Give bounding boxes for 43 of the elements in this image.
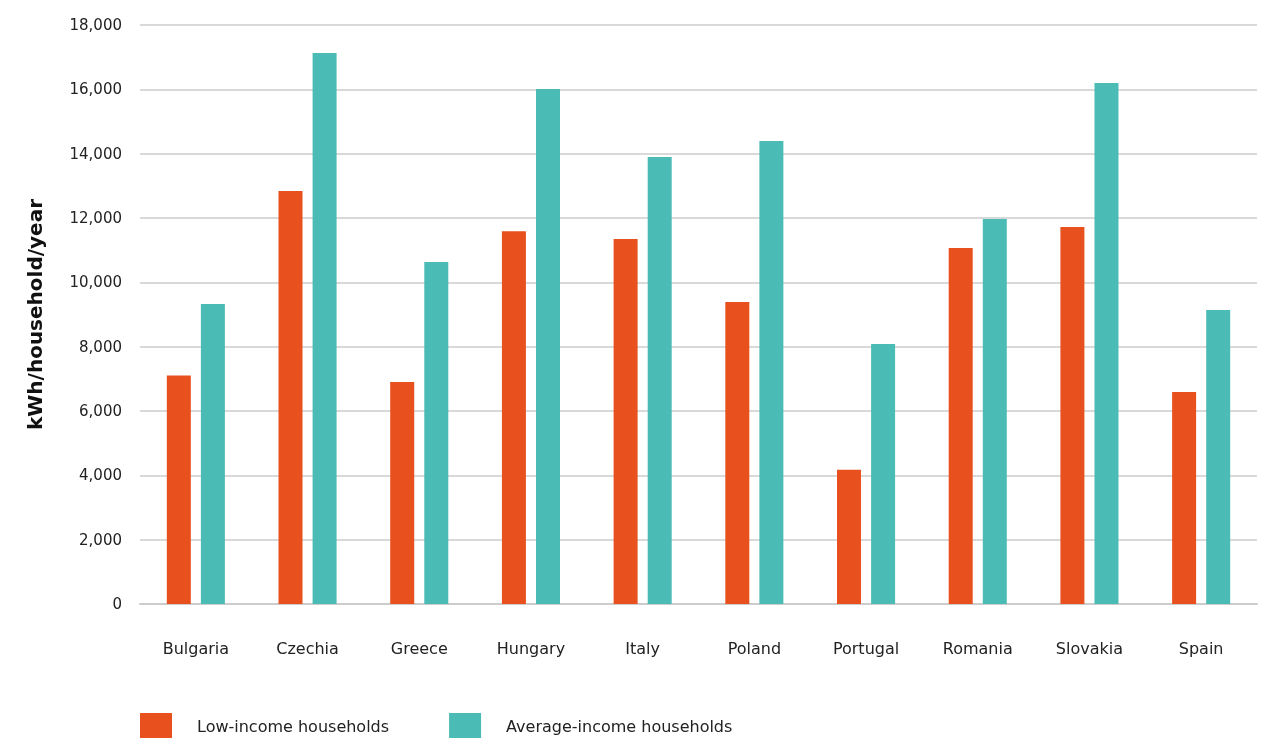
y-axis-title: kWh/household/year bbox=[23, 198, 47, 431]
bar bbox=[1172, 392, 1197, 604]
x-tick-label: Czechia bbox=[276, 638, 339, 658]
legend-label: Low-income households bbox=[197, 716, 390, 736]
bar bbox=[200, 303, 225, 604]
legend-label: Average-income households bbox=[506, 716, 733, 736]
bar bbox=[312, 52, 337, 604]
y-tick-label: 8,000 bbox=[79, 337, 122, 356]
y-tick-label: 10,000 bbox=[69, 273, 122, 292]
bar bbox=[1094, 82, 1119, 604]
y-tick-label: 16,000 bbox=[69, 80, 122, 99]
x-tick-label: Poland bbox=[727, 638, 782, 658]
bar bbox=[1060, 227, 1085, 604]
y-tick-label: 0 bbox=[112, 595, 122, 613]
x-tick-label: Slovakia bbox=[1055, 638, 1124, 658]
bar bbox=[535, 89, 560, 604]
bar bbox=[501, 231, 526, 604]
bar bbox=[1206, 310, 1231, 604]
bar bbox=[725, 301, 750, 604]
bar bbox=[278, 190, 303, 604]
x-tick-label: Bulgaria bbox=[162, 638, 230, 658]
bar bbox=[759, 141, 784, 604]
bar bbox=[424, 262, 449, 604]
y-tick-label: 14,000 bbox=[69, 144, 122, 163]
bar bbox=[390, 382, 415, 604]
y-tick-label: 12,000 bbox=[69, 209, 122, 227]
bar bbox=[871, 344, 896, 604]
x-tick-label: Greece bbox=[390, 638, 448, 658]
y-tick-label: 4,000 bbox=[79, 466, 122, 485]
bar bbox=[948, 247, 973, 604]
bar bbox=[982, 218, 1007, 604]
x-tick-label: Spain bbox=[1178, 638, 1224, 658]
x-tick-label: Romania bbox=[942, 638, 1013, 658]
x-tick-label: Italy bbox=[625, 638, 661, 658]
y-tick-label: 2,000 bbox=[79, 530, 122, 549]
x-tick-label: Portugal bbox=[832, 638, 900, 658]
bar bbox=[166, 375, 191, 604]
bar bbox=[613, 238, 638, 604]
bar bbox=[837, 469, 862, 604]
bar bbox=[647, 156, 672, 604]
y-tick-label: 6,000 bbox=[79, 402, 122, 420]
x-tick-label: Hungary bbox=[496, 638, 566, 658]
y-tick-label: 18,000 bbox=[69, 16, 122, 34]
